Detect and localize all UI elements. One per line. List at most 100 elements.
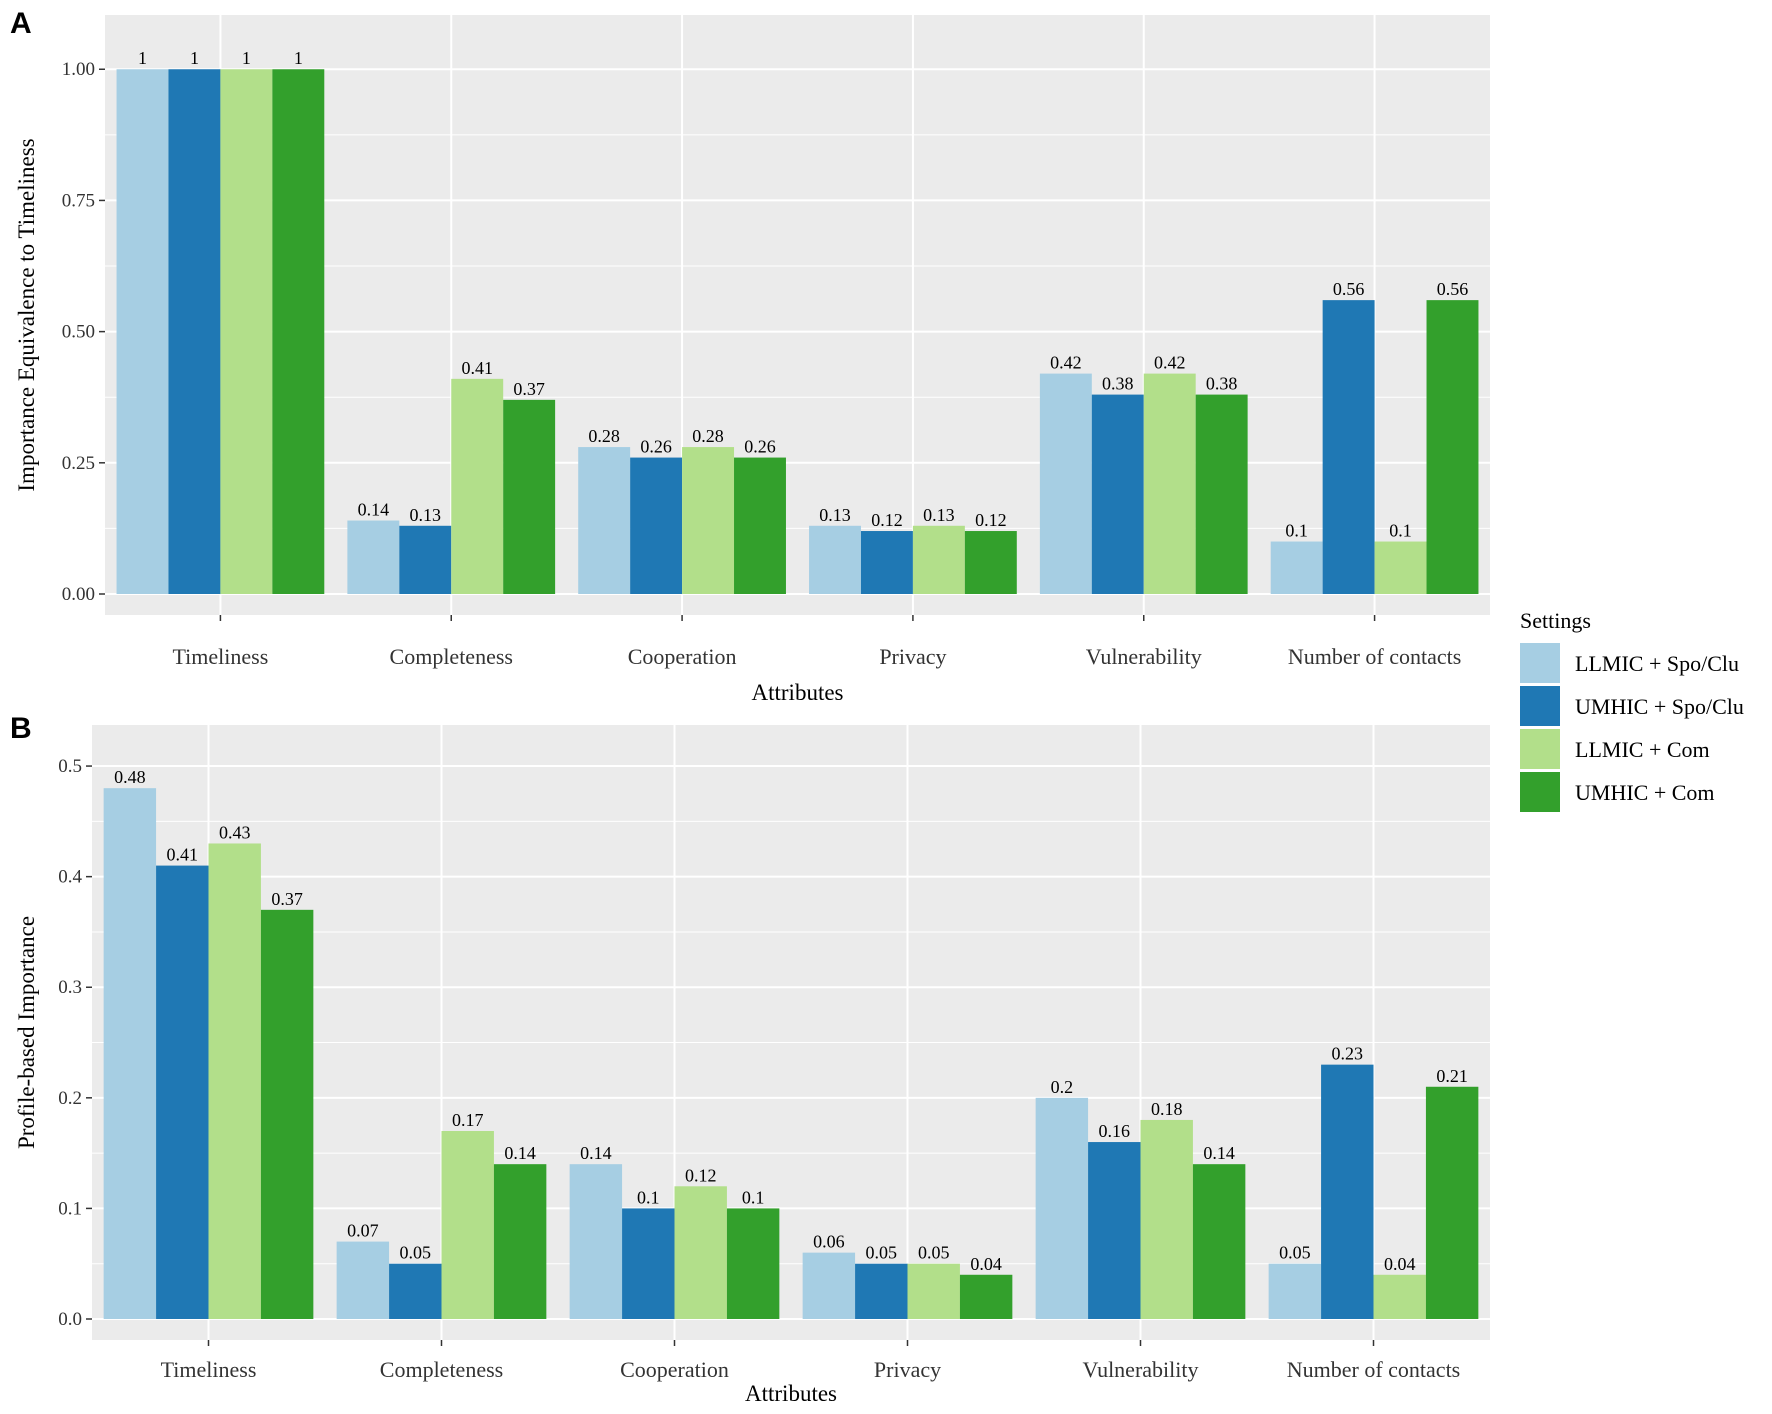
x-tick-label: Number of contacts (1288, 644, 1462, 669)
bar (503, 399, 556, 594)
y-tick-label: 0.0 (58, 1309, 82, 1330)
data-label: 0.21 (1436, 1066, 1468, 1086)
bar (1373, 1274, 1426, 1319)
data-label: 0.28 (588, 426, 620, 446)
bar (336, 1241, 390, 1319)
plot-background (92, 725, 1490, 1340)
data-label: 0.16 (1099, 1121, 1131, 1141)
y-tick-label: 0.50 (62, 322, 95, 343)
panel-label: B (10, 712, 32, 745)
bar (1425, 1086, 1479, 1319)
data-label: 1 (190, 48, 199, 68)
data-label: 0.17 (452, 1110, 484, 1130)
bar (907, 1263, 960, 1319)
legend-label: UMHIC + Spo/Clu (1575, 694, 1744, 719)
data-label: 0.14 (504, 1143, 536, 1163)
bar (1321, 1064, 1374, 1319)
data-label: 0.05 (400, 1243, 432, 1263)
bar (272, 69, 325, 594)
y-tick-label: 0.5 (58, 756, 82, 777)
bar (569, 1164, 623, 1319)
x-tick-label: Timeliness (161, 1357, 257, 1382)
data-label: 0.48 (114, 767, 146, 787)
x-tick-label: Vulnerability (1086, 644, 1202, 669)
legend-swatch (1520, 686, 1560, 726)
bar (734, 457, 786, 594)
y-tick-label: 0.00 (62, 584, 95, 605)
bar (451, 378, 504, 594)
y-tick-label: 0.4 (58, 867, 82, 888)
data-label: 0.42 (1050, 353, 1082, 373)
data-label: 0.05 (918, 1243, 950, 1263)
data-label: 0.26 (744, 437, 776, 457)
bar (399, 525, 452, 594)
bar (389, 1263, 442, 1319)
bar (1322, 300, 1375, 594)
bar (1035, 1097, 1089, 1319)
bar (156, 865, 209, 1319)
bar (860, 531, 913, 594)
data-label: 0.14 (580, 1143, 612, 1163)
bar (622, 1208, 675, 1319)
plot-background (105, 15, 1490, 615)
data-label: 0.14 (1203, 1143, 1235, 1163)
x-tick-label: Vulnerability (1083, 1357, 1199, 1382)
bar (1374, 541, 1427, 594)
data-label: 0.1 (1389, 521, 1412, 541)
bar (208, 843, 261, 1319)
bar (1088, 1142, 1141, 1319)
legend-swatch (1520, 729, 1560, 769)
data-label: 0.38 (1102, 374, 1134, 394)
legend-label: UMHIC + Com (1575, 780, 1715, 805)
legend-swatch (1520, 772, 1560, 812)
x-axis-title: Attributes (752, 680, 844, 705)
bar (168, 69, 221, 594)
data-label: 0.1 (742, 1187, 765, 1207)
x-tick-label: Timeliness (173, 644, 269, 669)
bar (1192, 1164, 1246, 1319)
bar (1091, 394, 1144, 594)
bar (802, 1252, 856, 1319)
legend-label: LLMIC + Spo/Clu (1575, 651, 1739, 676)
data-label: 0.12 (685, 1165, 717, 1185)
y-axis-title: Importance Equivalence to Timeliness (14, 138, 39, 491)
bar (1195, 394, 1248, 594)
data-label: 0.13 (819, 505, 851, 525)
data-label: 0.26 (640, 437, 672, 457)
data-label: 0.12 (871, 510, 903, 530)
bar (1143, 373, 1196, 594)
x-tick-label: Number of contacts (1287, 1357, 1461, 1382)
data-label: 0.13 (923, 505, 955, 525)
data-label: 0.23 (1332, 1044, 1364, 1064)
legend-swatch (1520, 643, 1560, 683)
data-label: 0.43 (219, 822, 251, 842)
data-label: 0.38 (1206, 374, 1238, 394)
y-tick-label: 0.3 (58, 977, 82, 998)
x-tick-label: Cooperation (620, 1357, 729, 1382)
y-axis-title: Profile-based Importance (14, 916, 39, 1149)
y-tick-label: 0.1 (58, 1198, 82, 1219)
bar (1270, 541, 1323, 594)
legend-title: Settings (1520, 608, 1591, 633)
bar (260, 909, 314, 1319)
bar (912, 525, 965, 594)
x-tick-label: Completeness (380, 1357, 503, 1382)
data-label: 1 (242, 48, 251, 68)
bar (855, 1263, 908, 1319)
data-label: 0.07 (347, 1221, 379, 1241)
panel-label: A (10, 7, 32, 40)
bar (441, 1131, 494, 1319)
data-label: 0.12 (975, 510, 1007, 530)
data-label: 0.41 (167, 845, 199, 865)
data-label: 0.41 (461, 358, 493, 378)
data-label: 0.1 (1285, 521, 1308, 541)
x-tick-label: Privacy (874, 1357, 941, 1382)
bar (220, 69, 273, 594)
data-label: 0.18 (1151, 1099, 1183, 1119)
legend-label: LLMIC + Com (1575, 737, 1710, 762)
x-tick-label: Cooperation (628, 644, 737, 669)
x-axis-title: Attributes (745, 1381, 837, 1406)
bar (103, 788, 157, 1319)
bar (630, 457, 683, 594)
